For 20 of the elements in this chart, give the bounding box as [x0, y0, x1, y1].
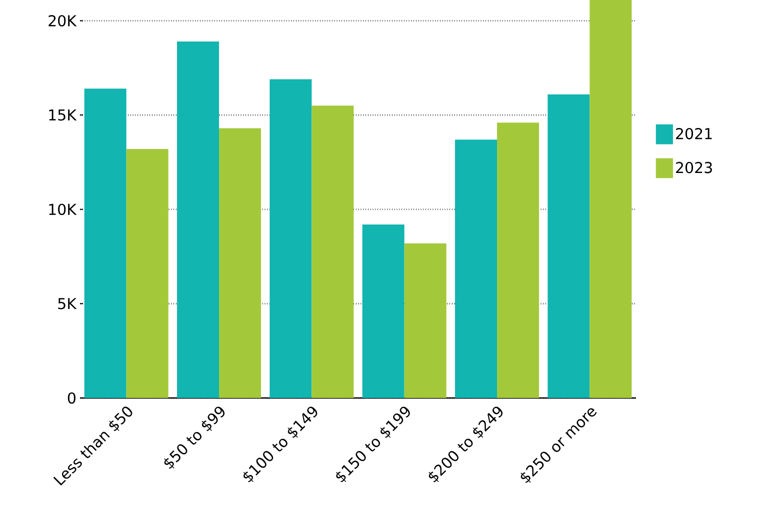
y-tick-label: 0: [68, 392, 76, 404]
bar: [84, 88, 126, 398]
bar: [590, 0, 632, 398]
y-tick-label: 15K: [49, 109, 77, 121]
bar: [548, 94, 590, 398]
y-tick-label: 20K: [48, 15, 77, 26]
bar: [177, 42, 220, 398]
y-tick-label: 10K: [49, 204, 77, 216]
bar: [312, 106, 354, 398]
y-tick-label: 5K: [58, 298, 77, 310]
bar: [219, 128, 262, 398]
x-tick-label: $50 to $99: [164, 406, 225, 469]
bar: [497, 122, 540, 398]
bar: [126, 149, 168, 398]
legend-label: 2021: [676, 128, 712, 140]
bar: [270, 79, 312, 398]
bar: [404, 243, 446, 398]
legend-label: 2023: [676, 162, 712, 174]
bar: [455, 140, 498, 398]
bar: [362, 224, 404, 398]
